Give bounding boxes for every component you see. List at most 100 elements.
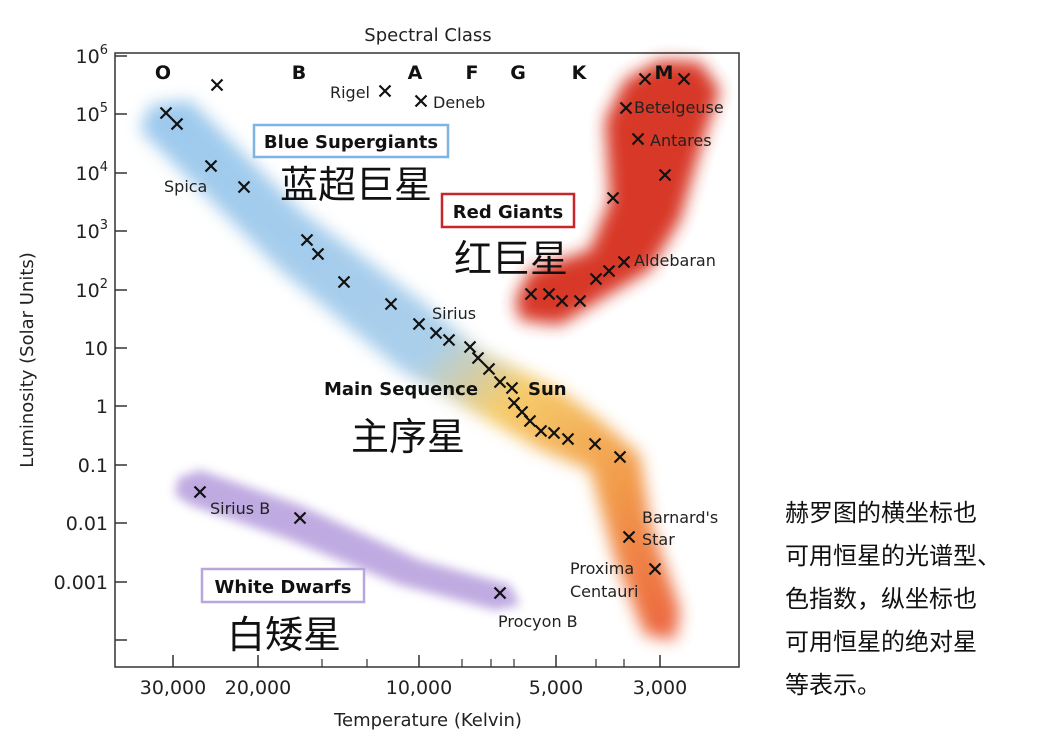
spectral-class-labels: O B A F G K M xyxy=(155,62,674,84)
y-tick-label: 105 xyxy=(76,101,108,126)
star-label-rigel: Rigel xyxy=(330,83,370,102)
star-marker xyxy=(293,511,307,525)
star-marker xyxy=(547,426,561,440)
star-marker xyxy=(561,432,575,446)
spectral-class-b: B xyxy=(292,62,306,84)
x-tick-label: 20,000 xyxy=(225,677,291,699)
side-note-line: 可用恒星的光谱型、 xyxy=(785,542,1001,570)
x-tick-label: 10,000 xyxy=(386,677,452,699)
star-marker xyxy=(573,294,587,308)
svg-text:Blue Supergiants: Blue Supergiants xyxy=(264,132,438,153)
y-tick-label: 1 xyxy=(96,396,108,418)
star-marker xyxy=(493,586,507,600)
side-note-line: 等表示。 xyxy=(785,671,881,699)
star-marker xyxy=(300,233,314,247)
star-label-deneb: Deneb xyxy=(433,93,485,112)
spectral-class-m: M xyxy=(655,62,674,84)
star-label-barnards-1: Barnard's xyxy=(642,508,718,527)
star-marker xyxy=(613,450,627,464)
star-marker xyxy=(534,424,548,438)
star-marker xyxy=(193,485,207,499)
x-tick-label: 30,000 xyxy=(140,677,206,699)
star-marker xyxy=(602,264,616,278)
star-marker xyxy=(414,94,428,108)
svg-text:White Dwarfs: White Dwarfs xyxy=(214,577,351,598)
y-tick-label: 102 xyxy=(76,277,108,302)
spectral-class-k: K xyxy=(572,62,588,84)
spectral-class-title: Spectral Class xyxy=(364,25,491,46)
main-sequence-label-cn: 主序星 xyxy=(351,415,465,459)
star-marker xyxy=(555,294,569,308)
star-marker xyxy=(622,530,636,544)
red-giants-label: Red Giants xyxy=(440,192,576,229)
main-sequence-label: Main Sequence xyxy=(324,379,478,400)
star-marker xyxy=(658,168,672,182)
star-label-procyon-b: Procyon B xyxy=(498,612,578,631)
star-label-betelgeuse: Betelgeuse xyxy=(634,98,724,117)
x-axis-title: Temperature (Kelvin) xyxy=(333,710,522,731)
star-marker xyxy=(429,326,443,340)
star-label-sirius-b: Sirius B xyxy=(210,499,270,518)
blue-supergiants-label-cn: 蓝超巨星 xyxy=(280,163,432,207)
side-note-line: 赫罗图的横坐标也 xyxy=(785,499,977,527)
y-tick-label: 103 xyxy=(76,218,108,243)
star-label-proxima-2: Centauri xyxy=(570,582,638,601)
star-marker xyxy=(524,287,538,301)
spectral-class-a: A xyxy=(408,62,423,84)
star-marker xyxy=(442,333,456,347)
star-marker xyxy=(210,78,224,92)
star-marker xyxy=(159,106,173,120)
side-note-line: 色指数，纵坐标也 xyxy=(785,585,977,613)
star-marker xyxy=(170,117,184,131)
star-label-spica: Spica xyxy=(164,177,207,196)
star-marker xyxy=(378,84,392,98)
star-marker xyxy=(237,180,251,194)
plot-frame xyxy=(114,52,740,668)
white-dwarfs-band xyxy=(175,470,520,610)
star-marker xyxy=(523,414,537,428)
star-marker xyxy=(617,255,631,269)
y-tick-label: 0.01 xyxy=(66,513,108,535)
side-note: 赫罗图的横坐标也 可用恒星的光谱型、 色指数，纵坐标也 可用恒星的绝对星 等表示… xyxy=(785,492,1045,707)
star-marker xyxy=(204,159,218,173)
star-marker xyxy=(677,72,691,86)
star-markers xyxy=(159,72,691,600)
x-axis-ticks: 30,000 20,000 10,000 5,000 3,000 xyxy=(140,655,687,699)
blue-supergiants-label: Blue Supergiants xyxy=(252,123,450,159)
star-name-labels: Rigel Deneb Spica Betelgeuse Antares Ald… xyxy=(164,83,724,631)
star-label-proxima-1: Proxima xyxy=(570,559,634,578)
y-tick-label: 0.001 xyxy=(54,572,108,594)
star-marker xyxy=(493,375,507,389)
star-marker xyxy=(588,437,602,451)
y-tick-label: 10 xyxy=(84,338,108,360)
spectral-class-g: G xyxy=(510,62,526,84)
star-marker xyxy=(542,287,556,301)
y-axis-title: Luminosity (Solar Units) xyxy=(17,252,38,468)
star-marker xyxy=(463,340,477,354)
star-marker xyxy=(471,351,485,365)
spectral-class-o: O xyxy=(155,62,171,84)
star-marker xyxy=(311,247,325,261)
star-marker xyxy=(648,562,662,576)
star-marker xyxy=(619,101,633,115)
star-label-aldebaran: Aldebaran xyxy=(634,251,716,270)
star-marker xyxy=(384,297,398,311)
x-tick-label: 3,000 xyxy=(633,677,687,699)
star-marker xyxy=(589,272,603,286)
y-tick-label: 106 xyxy=(76,43,108,68)
star-marker xyxy=(337,275,351,289)
star-marker xyxy=(631,132,645,146)
star-label-barnards-2: Star xyxy=(642,530,675,549)
y-tick-label: 0.1 xyxy=(78,455,108,477)
main-sequence-band xyxy=(140,100,680,640)
star-marker xyxy=(412,317,426,331)
white-dwarfs-label: White Dwarfs xyxy=(200,567,366,604)
star-marker xyxy=(482,362,496,376)
side-note-line: 可用恒星的绝对星 xyxy=(785,628,977,656)
star-label-sun: Sun xyxy=(528,379,567,400)
x-tick-label: 5,000 xyxy=(529,677,583,699)
star-label-sirius: Sirius xyxy=(432,304,476,323)
star-label-antares: Antares xyxy=(650,131,712,150)
